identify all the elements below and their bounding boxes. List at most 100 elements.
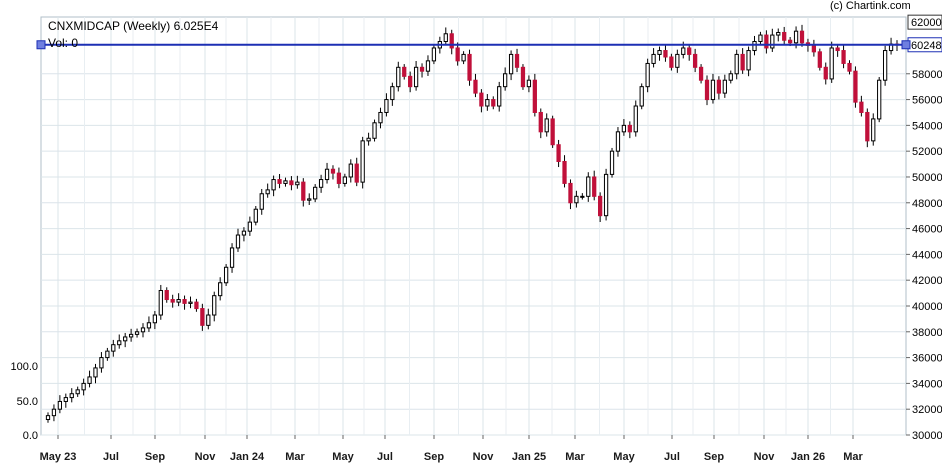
candle-body xyxy=(289,180,294,186)
candle-body xyxy=(247,221,252,232)
candle-body xyxy=(330,168,336,174)
level-line-handle-left xyxy=(36,40,46,50)
y-tick-label: 44000 xyxy=(912,249,942,261)
candle-body xyxy=(75,389,80,395)
candle-body xyxy=(598,195,603,217)
x-tick-label: Nov xyxy=(754,451,776,463)
candle-body xyxy=(283,180,288,184)
candle-body xyxy=(615,131,621,152)
y-tick-label: 34000 xyxy=(912,378,942,390)
candle-body xyxy=(770,34,775,49)
candle-body xyxy=(877,79,882,120)
candle-body xyxy=(871,118,876,142)
candle-body xyxy=(431,47,437,62)
candle-body xyxy=(562,160,567,184)
candle-body xyxy=(728,73,733,81)
candle-body xyxy=(514,53,520,68)
y-tick-label: 48000 xyxy=(912,198,942,210)
candle-body xyxy=(633,105,638,133)
candle-body xyxy=(544,118,549,133)
candle-body xyxy=(752,41,757,52)
candle-body xyxy=(372,122,377,139)
candle-body xyxy=(105,350,110,359)
candle-body xyxy=(206,314,211,326)
candle-body xyxy=(621,124,627,133)
candle-body xyxy=(128,333,134,338)
candle-body xyxy=(301,181,306,201)
candle-body xyxy=(419,66,425,72)
candle-body xyxy=(93,367,98,378)
y-tick-label: 36000 xyxy=(912,353,942,365)
candle-body xyxy=(603,173,609,217)
candle-body xyxy=(788,39,793,44)
candle-body xyxy=(782,31,787,41)
y-tick-label: 46000 xyxy=(912,224,942,236)
candle-body xyxy=(793,30,799,44)
horizontal-level-line[interactable] xyxy=(36,40,911,50)
x-tick-label: Jul xyxy=(377,451,393,463)
candle-body xyxy=(550,118,555,146)
candle-body xyxy=(532,79,537,113)
candle-body xyxy=(663,50,668,58)
y-tick-label: 30000 xyxy=(912,430,942,442)
candle-body xyxy=(853,70,858,103)
candle-body xyxy=(698,66,704,81)
candle-body xyxy=(645,62,650,88)
x-tick-label: Jul xyxy=(103,451,119,463)
candle-body xyxy=(188,301,193,304)
volume-tick-label: 0.0 xyxy=(23,430,38,442)
candle-body xyxy=(503,73,508,88)
x-tick-label: Mar xyxy=(843,451,863,463)
x-tick-label: May 23 xyxy=(40,451,77,463)
candle-body xyxy=(479,92,484,107)
candle-body xyxy=(764,34,769,49)
chartink-credit: (c) Chartink.com xyxy=(830,0,911,12)
candle-body xyxy=(336,172,342,184)
candle-body xyxy=(425,60,431,72)
y-tick-label: 38000 xyxy=(912,327,942,339)
candle-body xyxy=(520,66,526,88)
candle-body xyxy=(508,53,514,75)
candle-body xyxy=(538,111,543,133)
candle-body xyxy=(324,168,330,181)
candle-body xyxy=(354,163,359,183)
candle-body xyxy=(497,86,502,107)
candle-body xyxy=(194,301,199,310)
candle-body xyxy=(586,176,591,197)
candle-body xyxy=(342,176,347,184)
y-tick-label: 56000 xyxy=(912,95,942,107)
candle-body xyxy=(817,51,822,68)
candle-body xyxy=(307,198,312,201)
y-tick-label: 32000 xyxy=(912,404,942,416)
candle-body xyxy=(223,266,229,284)
x-tick-label: Sep xyxy=(704,451,724,463)
candle-body xyxy=(134,331,140,335)
candle-body xyxy=(710,79,716,101)
x-tick-label: Jan 26 xyxy=(791,451,825,463)
candle-body xyxy=(675,53,680,68)
x-tick-label: Sep xyxy=(424,451,444,463)
candle-body xyxy=(313,186,318,200)
candle-body xyxy=(87,376,92,384)
chart-title: CNXMIDCAP (Weekly) 6.025E4 xyxy=(48,19,219,33)
candle-body xyxy=(740,53,745,71)
candle-body xyxy=(378,111,383,124)
candle-body xyxy=(170,299,175,303)
x-tick-label: Jan 24 xyxy=(230,451,265,463)
candle-body xyxy=(693,53,698,68)
price-axis: 30000 32000 34000 36000 38000 40000 42000 44000… xyxy=(906,14,942,442)
y-tick-label: 58000 xyxy=(912,69,942,81)
candle-body xyxy=(265,189,270,195)
volume-tick-label: 50.0 xyxy=(17,396,38,408)
candle-body xyxy=(45,415,51,421)
candle-body xyxy=(556,144,561,162)
candle-body xyxy=(229,247,235,268)
candle-body xyxy=(182,299,187,304)
candle-body xyxy=(366,137,371,142)
plot-area xyxy=(40,16,907,436)
candle-body xyxy=(81,382,86,391)
candle-body xyxy=(823,66,828,80)
candle-body xyxy=(651,53,656,64)
candle-body xyxy=(580,195,585,198)
candle-body xyxy=(609,150,615,175)
